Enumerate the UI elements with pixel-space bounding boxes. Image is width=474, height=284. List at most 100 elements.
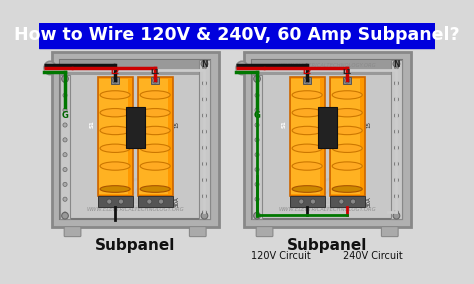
Ellipse shape [332,91,362,99]
Text: 120V Circuit: 120V Circuit [251,251,311,261]
Circle shape [107,199,112,204]
Circle shape [147,199,152,204]
Text: 30A: 30A [366,196,372,207]
Bar [139,79,168,194]
Circle shape [255,197,259,201]
Circle shape [310,199,316,204]
Ellipse shape [140,186,170,192]
FancyBboxPatch shape [256,227,273,237]
Text: Subpanel: Subpanel [95,238,175,253]
Circle shape [63,78,67,83]
Ellipse shape [292,91,322,99]
Bar [151,77,159,84]
Circle shape [305,78,310,83]
Text: N: N [393,60,400,69]
Bar [99,79,128,194]
Bar [252,60,402,219]
Text: Subpanel: Subpanel [287,238,367,253]
Bar [252,60,402,76]
Circle shape [255,153,259,157]
Text: L2: L2 [110,70,119,76]
Text: G: G [254,111,261,120]
Bar [252,76,262,219]
Circle shape [394,97,399,101]
Text: S1: S1 [90,121,95,128]
Circle shape [394,162,399,166]
Bar [98,196,133,207]
Circle shape [202,81,207,85]
Text: L1: L1 [343,70,352,76]
Text: WWW.ELECTRICALTECHNOLOGY.ORG: WWW.ELECTRICALTECHNOLOGY.ORG [86,206,184,212]
Circle shape [118,199,123,204]
Bar [291,79,319,194]
Ellipse shape [44,61,56,75]
Ellipse shape [140,144,170,153]
Circle shape [202,146,207,150]
Circle shape [255,93,259,97]
Circle shape [63,108,67,112]
Circle shape [255,78,259,83]
Circle shape [255,212,259,216]
Circle shape [394,113,399,118]
Ellipse shape [332,186,362,192]
Ellipse shape [292,162,322,170]
Text: L2: L2 [302,70,312,76]
Circle shape [62,212,68,219]
Circle shape [351,199,356,204]
FancyBboxPatch shape [190,227,206,237]
Ellipse shape [100,108,130,117]
Circle shape [202,178,207,182]
Ellipse shape [332,126,362,135]
Circle shape [63,93,67,97]
Ellipse shape [140,126,170,135]
Circle shape [201,60,208,67]
Bar [137,77,173,196]
Circle shape [63,212,67,216]
Ellipse shape [140,91,170,99]
Ellipse shape [140,108,170,117]
Circle shape [299,199,304,204]
Circle shape [202,130,207,134]
Circle shape [202,162,207,166]
Ellipse shape [100,162,130,170]
Bar [60,76,70,219]
Ellipse shape [140,162,170,170]
Text: 30A: 30A [174,196,179,207]
Circle shape [254,212,260,219]
Bar [52,52,219,227]
Ellipse shape [292,126,322,135]
Bar [330,77,365,196]
Bar [60,60,210,76]
Circle shape [63,197,67,201]
Circle shape [63,138,67,142]
Text: N: N [201,60,208,69]
Ellipse shape [332,162,362,170]
Circle shape [158,199,164,204]
Text: G: G [62,111,68,120]
Text: 15: 15 [174,121,179,128]
Bar [39,23,435,48]
Circle shape [394,146,399,150]
Ellipse shape [332,144,362,153]
Text: 240V Circuit: 240V Circuit [343,251,403,261]
Bar [290,196,325,207]
Circle shape [254,76,260,82]
Ellipse shape [100,91,130,99]
Text: WWW.ELECTRICALTECHNOLOGY.ORG: WWW.ELECTRICALTECHNOLOGY.ORG [278,63,376,68]
Ellipse shape [236,61,248,75]
Ellipse shape [332,108,362,117]
Bar [330,196,365,207]
Bar [303,77,311,84]
FancyBboxPatch shape [382,227,398,237]
Circle shape [202,97,207,101]
Text: L1: L1 [151,70,160,76]
Ellipse shape [292,144,322,153]
Circle shape [393,60,400,67]
Circle shape [345,78,350,83]
Bar [111,77,119,84]
Text: S1: S1 [282,121,287,128]
Circle shape [339,199,344,204]
Bar [290,77,325,196]
Bar [126,107,145,148]
Ellipse shape [292,186,322,192]
